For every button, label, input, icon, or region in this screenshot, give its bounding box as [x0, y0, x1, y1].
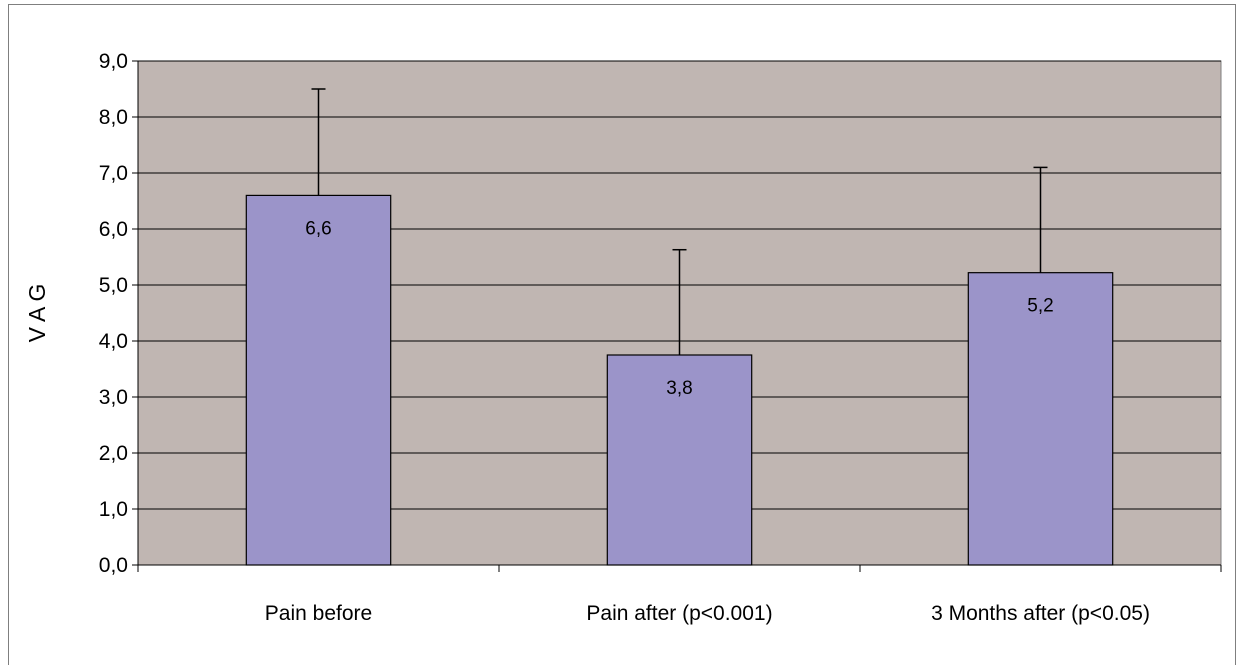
y-tick-label: 3,0 — [99, 386, 128, 409]
x-category-label: Pain before — [265, 602, 372, 625]
y-tick-label: 4,0 — [99, 330, 128, 353]
chart-frame — [8, 4, 1236, 665]
axes — [132, 60, 1222, 572]
bar — [245, 194, 392, 566]
y-axis-title: V A G — [24, 284, 50, 343]
data-label: 3,8 — [666, 378, 692, 399]
y-tick-label: 2,0 — [99, 442, 128, 465]
y-tick-label: 7,0 — [99, 162, 128, 185]
x-category-labels: Pain before Pain after (p<0.001) 3 Months … — [265, 602, 1150, 625]
y-tick-label: 0,0 — [99, 554, 128, 577]
y-tick-label: 1,0 — [99, 498, 128, 521]
y-tick-label: 5,0 — [99, 274, 128, 297]
y-tick-label: 8,0 — [99, 106, 128, 129]
error-bars — [311, 88, 1048, 355]
x-category-label: 3 Months after (p<0.05) — [931, 602, 1150, 625]
bar — [967, 272, 1114, 566]
data-label: 5,2 — [1027, 296, 1053, 317]
y-tick-label: 9,0 — [99, 50, 128, 73]
y-tick-labels: 0,0 1,0 2,0 3,0 4,0 5,0 6,0 7,0 8,0 9,0 — [99, 50, 128, 577]
y-tick-label: 6,0 — [99, 218, 128, 241]
data-labels: 6,6 3,8 5,2 — [305, 218, 1053, 399]
data-label: 6,6 — [305, 218, 331, 239]
x-category-label: Pain after (p<0.001) — [586, 602, 772, 625]
